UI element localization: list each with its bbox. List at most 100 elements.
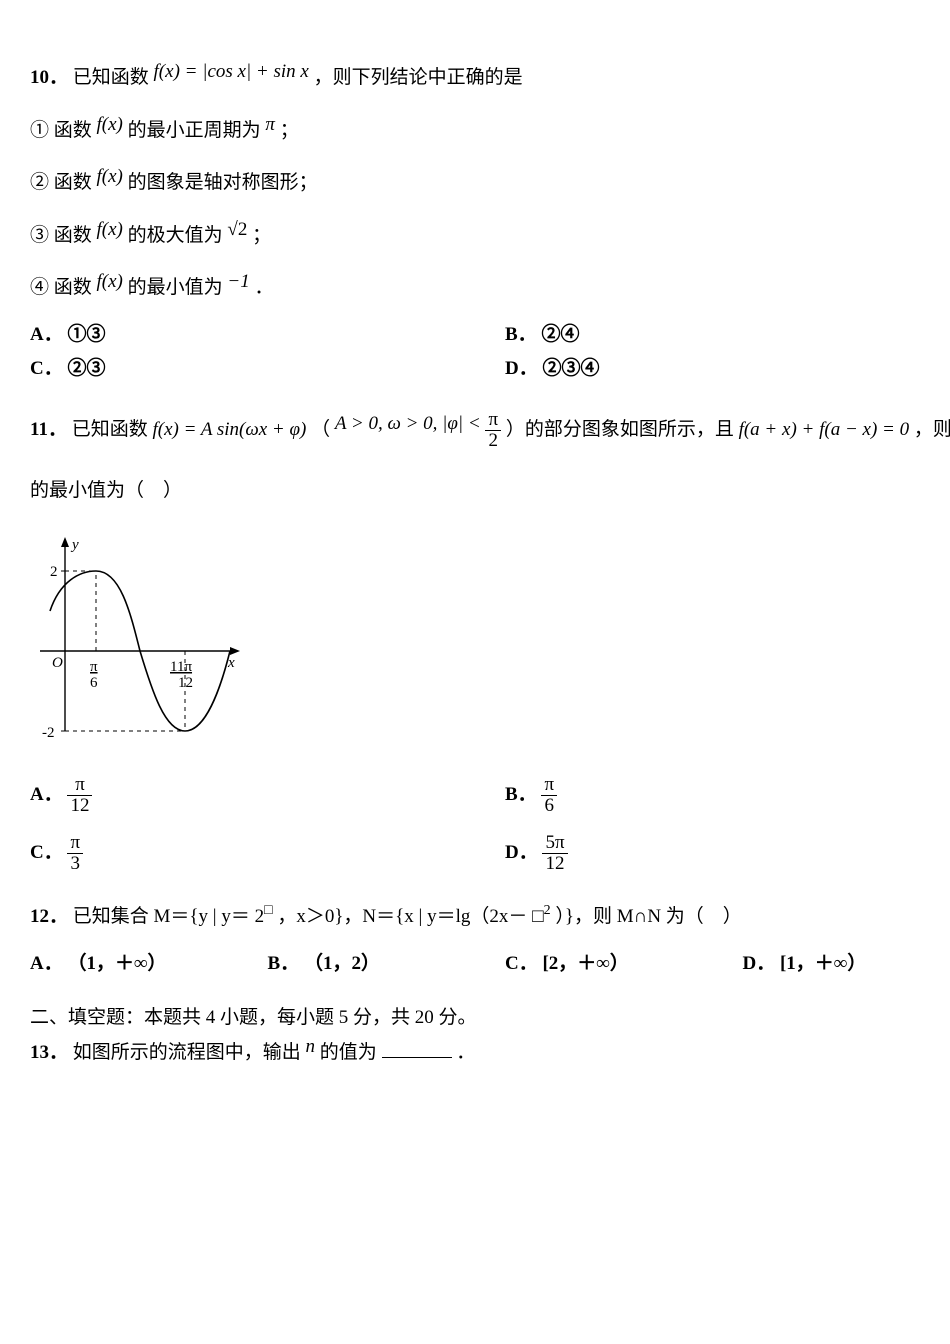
q10-row-ab: A． ①③ B． ②④ <box>30 321 950 350</box>
ytick-bot: -2 <box>42 725 55 741</box>
q10-neg1: −1 <box>227 268 249 297</box>
q10-row-cd: C． ②③ D． ②③④ <box>30 355 950 384</box>
ytick-top: 2 <box>50 564 58 580</box>
q10-pi: π <box>265 111 275 140</box>
q12-choice-a-text: （1，＋∞） <box>67 953 166 974</box>
q12-choice-c-text: [2，＋∞） <box>542 953 628 974</box>
q11-cond-frac-d: 2 <box>485 431 501 451</box>
q11-row-ab: A． π 12 B． π 6 <box>30 775 950 816</box>
q13-stem-end: ． <box>456 1042 475 1063</box>
q10-stmt4: ④ 函数 f(x) 的最小值为 −1 ． <box>30 268 950 303</box>
q10-stmt2: ② 函数 f(x) 的图象是轴对称图形； <box>30 163 950 198</box>
q11-choice-d-frac: 5π 12 <box>542 833 567 874</box>
q11-choice-c-n: π <box>67 833 83 854</box>
q11-cond-frac-n: π <box>485 410 501 431</box>
q11-choice-b: B． π 6 <box>505 775 950 816</box>
q10-fx-2: f(x) <box>97 163 123 192</box>
q11-tail: 的最小值为（ ） <box>30 480 182 501</box>
q10-stem-suffix: ，则下列结论中正确的是 <box>314 67 523 88</box>
q12: 12． 已知集合 M＝{y | y＝ 2□ ，x＞0}，N＝{x | y＝lg（… <box>30 900 950 978</box>
q11-cond: A > 0, ω > 0, |φ| < <box>335 410 481 439</box>
q10-func-expr: f(x) = |cos x| + sin x <box>154 58 309 87</box>
o-label: O <box>52 655 63 671</box>
q12-stem-mid1: ，x＞0}，N＝{x | y＝lg（2x－ <box>277 906 527 927</box>
q11-choice-d-d: 12 <box>542 854 567 874</box>
q10-stmt4-mid: 的最小值为 <box>128 277 228 298</box>
q10-stem-prefix: 已知函数 <box>73 67 149 88</box>
q10-stmt3: ③ 函数 f(x) 的极大值为 √2 ； <box>30 216 950 251</box>
q10-sqrt2: √2 <box>227 216 247 245</box>
q12-stem-prefix: 已知集合 M＝{y | y＝ <box>73 906 250 927</box>
q13-n: n <box>306 1033 316 1062</box>
q10-choice-d-text: ②③④ <box>542 358 599 379</box>
q11-choice-b-n: π <box>541 775 557 796</box>
q10-stmt1-mid: 的最小正周期为 <box>128 120 266 141</box>
q12-stem: 12． 已知集合 M＝{y | y＝ 2□ ，x＞0}，N＝{x | y＝lg（… <box>30 900 950 932</box>
q11-choice-c-label: C． <box>30 842 63 863</box>
q11-graph-svg: 2 -2 π 6 11π 12 O x y <box>30 531 250 751</box>
q10-stmt4-prefix: ④ 函数 <box>30 277 97 298</box>
q12-choice-b-text: （1，2） <box>304 953 380 974</box>
q12-row-abcd: A． （1，＋∞） B． （1，2） C． [2，＋∞） D． [1，＋∞） <box>30 950 950 979</box>
q10-choice-d: D． ②③④ <box>505 355 950 384</box>
q12-choice-b: B． （1，2） <box>268 950 506 979</box>
q11-choice-c: C． π 3 <box>30 833 505 874</box>
q13: 13． 如图所示的流程图中，输出 n 的值为 ． <box>30 1033 950 1068</box>
q13-label: 13． <box>30 1042 68 1063</box>
q11-stem-line1: 11． 已知函数 f(x) = A sin(ωx + φ) （ A > 0, ω… <box>30 410 950 451</box>
q10-stem: 10． 已知函数 f(x) = |cos x| + sin x ，则下列结论中正… <box>30 58 950 93</box>
q11-choice-d-label: D． <box>505 842 538 863</box>
q11-paren-close: ）的部分图象如图所示，且 <box>506 419 739 440</box>
xtick2-n: 11π <box>170 659 192 675</box>
q11-choice-b-frac: π 6 <box>541 775 557 816</box>
q10-stmt1: ① 函数 f(x) 的最小正周期为 π ； <box>30 111 950 146</box>
q11-choice-a-label: A． <box>30 783 63 804</box>
q11-choice-d-n: 5π <box>542 833 567 854</box>
q13-stem-mid: 的值为 <box>320 1042 377 1063</box>
q10-stmt3-prefix: ③ 函数 <box>30 225 97 246</box>
q11-choice-b-d: 6 <box>541 796 557 816</box>
q12-choice-a: A． （1，＋∞） <box>30 950 268 979</box>
q10-choice-c-label: C． <box>30 358 63 379</box>
q12-choice-d-text: [1，＋∞） <box>780 953 866 974</box>
q11-choice-b-label: B． <box>505 783 537 804</box>
q10-stmt2-prefix: ② 函数 <box>30 172 97 193</box>
q11-choice-c-d: 3 <box>67 854 83 874</box>
q11-choice-a: A． π 12 <box>30 775 505 816</box>
q12-label: 12． <box>30 906 68 927</box>
q11-graph: 2 -2 π 6 11π 12 O x y <box>30 531 950 761</box>
q11-row-cd: C． π 3 D． 5π 12 <box>30 833 950 874</box>
q10-choice-c: C． ②③ <box>30 355 505 384</box>
q11-choice-d: D． 5π 12 <box>505 833 950 874</box>
q11-after-eqn: ，则 <box>914 419 950 440</box>
q10-choice-a-label: A． <box>30 324 63 345</box>
q10-stmt3-mid: 的极大值为 <box>128 225 228 246</box>
q12-stem-mid2: ）}，则 M∩N 为（ ） <box>555 906 741 927</box>
q11-eqn: f(a + x) + f(a − x) = 0 <box>739 419 910 440</box>
q11-stem-prefix: 已知函数 <box>72 419 153 440</box>
q13-stem-prefix: 如图所示的流程图中，输出 <box>73 1042 306 1063</box>
q11-func-expr: f(x) = A sin(ωx + φ) <box>152 419 306 440</box>
q12-exp-mark: □ <box>264 900 272 921</box>
q11-stem-line2: 的最小值为（ ） <box>30 477 950 506</box>
q12-box: □ <box>532 906 543 927</box>
q10-fx-3: f(x) <box>97 216 123 245</box>
q10-choice-a: A． ①③ <box>30 321 505 350</box>
q10-choice-d-label: D． <box>505 358 538 379</box>
section2-header: 二、填空题：本题共 4 小题，每小题 5 分，共 20 分。 <box>30 1004 950 1033</box>
q10-choice-b-text: ②④ <box>541 324 579 345</box>
q10-label: 10． <box>30 67 68 88</box>
q10: 10． 已知函数 f(x) = |cos x| + sin x ，则下列结论中正… <box>30 58 950 384</box>
q10-stmt4-end: ． <box>254 277 273 298</box>
q10-stmt3-end: ； <box>252 225 271 246</box>
q12-choice-d: D． [1，＋∞） <box>743 950 950 979</box>
q10-fx-4: f(x) <box>97 268 123 297</box>
xtick1-d: 6 <box>90 675 98 691</box>
q10-choice-b-label: B． <box>505 324 537 345</box>
q10-stmt1-prefix: ① 函数 <box>30 120 97 141</box>
q10-choice-c-text: ②③ <box>67 358 105 379</box>
q11-choice-a-d: 12 <box>67 796 92 816</box>
q11-choice-a-n: π <box>67 775 92 796</box>
xtick1-n: π <box>90 659 98 675</box>
q11-cond-frac: π 2 <box>485 410 501 451</box>
